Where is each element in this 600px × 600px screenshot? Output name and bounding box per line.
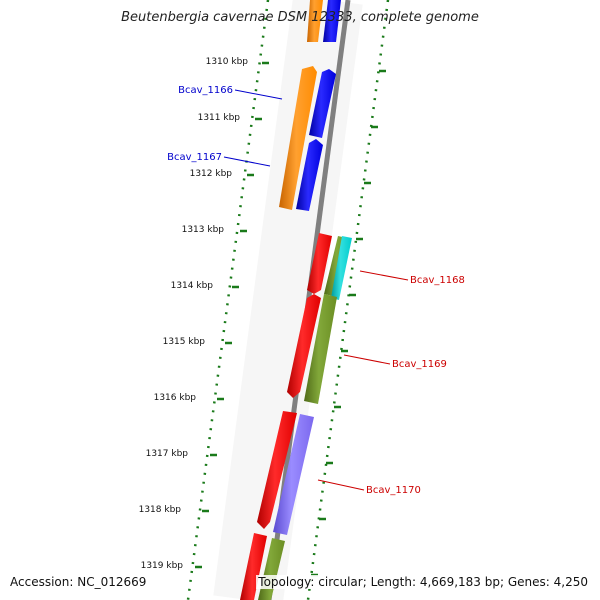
tick: 1310 kbp [206, 57, 386, 73]
tick: 1317 kbp [146, 449, 333, 465]
gene-red-1168 [307, 233, 332, 294]
length-label: Length: [370, 575, 417, 589]
tick: 1314 kbp [171, 281, 356, 297]
gene-blue-1166 [309, 69, 336, 138]
tick-label: 1313 kbp [182, 225, 225, 235]
genome-summary: Topology: circular; Length: 4,669,183 bp… [256, 575, 590, 589]
gene-label-bcav-1170[interactable]: Bcav_1170 [366, 485, 421, 496]
tick-label: 1312 kbp [190, 169, 233, 179]
gene-orange-1166-1167 [279, 66, 317, 210]
gene-purple-1170 [273, 414, 314, 535]
scale-ticks: 1310 kbp 1311 kbp 1312 kbp 1313 kbp 1314… [139, 57, 386, 577]
outer-tick-guide [306, 0, 390, 600]
genes-value: 4,250 [553, 575, 588, 589]
length-value: 4,669,183 bp [419, 575, 500, 589]
gene-leader-line [343, 354, 391, 365]
feature-band-halo [213, 0, 363, 600]
gene-leader-line [234, 89, 283, 100]
gene-cyan-1168 [331, 236, 352, 300]
gene-label-bcav-1166[interactable]: Bcav_1166 [178, 85, 233, 96]
gene-label-bcav-1167[interactable]: Bcav_1167 [167, 152, 222, 163]
tick-label: 1318 kbp [139, 505, 182, 515]
tick-label: 1316 kbp [154, 393, 197, 403]
topology-value: circular [318, 575, 363, 589]
tick-label: 1319 kbp [141, 561, 184, 571]
gene-leader-line [317, 479, 365, 491]
tick-label: 1317 kbp [146, 449, 189, 459]
accession-label: Accession: [10, 575, 74, 589]
accession-value: NC_012669 [77, 575, 147, 589]
tick: 1316 kbp [154, 393, 341, 409]
tick-label: 1314 kbp [171, 281, 214, 291]
tick: 1313 kbp [182, 225, 363, 241]
gene-red-bottom [240, 533, 267, 600]
gene-leader-line [223, 156, 271, 167]
tick: 1315 kbp [163, 337, 348, 353]
tick-label: 1310 kbp [206, 57, 249, 67]
tick-label: 1315 kbp [163, 337, 206, 347]
topology-label: Topology: [258, 575, 315, 589]
gene-blue-top [323, 0, 341, 42]
tick: 1318 kbp [139, 505, 326, 521]
tick: 1312 kbp [190, 169, 371, 185]
gene-red-1170 [257, 411, 297, 529]
tick-label: 1311 kbp [198, 113, 241, 123]
inner-tick-guide [186, 0, 270, 600]
gene-orange-top [307, 0, 323, 42]
tick: 1311 kbp [198, 113, 378, 129]
gene-red-1169 [287, 294, 321, 398]
gene-leader-line [359, 270, 409, 281]
genes-label: Genes: [507, 575, 550, 589]
gene-blue-1167 [296, 139, 323, 211]
accession-info: Accession: NC_012669 [8, 575, 149, 589]
genome-title: Beutenbergia cavernae DSM 12333, complet… [121, 10, 479, 25]
gene-olive-1169 [304, 294, 337, 404]
gene-label-bcav-1168[interactable]: Bcav_1168 [410, 275, 465, 286]
gene-label-bcav-1169[interactable]: Bcav_1169 [392, 359, 447, 370]
